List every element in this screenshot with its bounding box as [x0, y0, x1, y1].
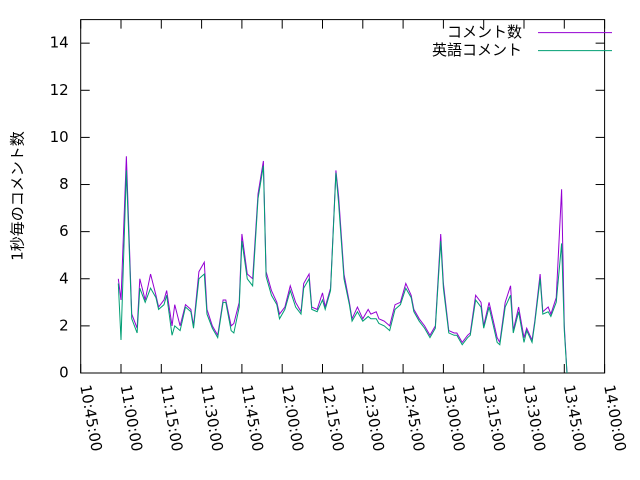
x-tick-label: 12:30:00	[358, 383, 387, 452]
legend-label: コメント数	[447, 23, 522, 41]
y-axis-label: 1秒毎のコメント数	[9, 131, 27, 261]
plot-frame	[80, 19, 606, 374]
x-tick-label: 12:45:00	[399, 383, 428, 452]
y-tick-label: 12	[50, 81, 69, 99]
y-tick-label: 14	[50, 34, 69, 52]
x-tick-label: 11:00:00	[117, 383, 146, 452]
legend-label: 英語コメント	[432, 41, 522, 59]
series-line	[117, 165, 568, 374]
x-tick-label: 13:45:00	[560, 383, 589, 452]
y-tick-label: 4	[59, 269, 69, 287]
x-tick-label: 13:00:00	[439, 383, 468, 452]
x-tick-label: 10:45:00	[76, 383, 105, 452]
y-tick-label: 10	[50, 128, 69, 146]
x-tick-label: 13:15:00	[479, 383, 508, 452]
x-tick-label: 14:00:00	[600, 383, 629, 452]
y-tick-label: 6	[59, 222, 69, 240]
y-tick-label: 2	[59, 316, 69, 334]
x-tick-label: 11:15:00	[157, 383, 186, 452]
x-tick-label: 12:00:00	[278, 383, 307, 452]
x-tick-label: 11:30:00	[197, 383, 226, 452]
y-tick-label: 0	[59, 364, 69, 382]
x-tick-label: 13:30:00	[520, 383, 549, 452]
x-tick-label: 12:15:00	[318, 383, 347, 452]
x-tick-label: 11:45:00	[238, 383, 267, 452]
y-tick-label: 8	[59, 175, 69, 193]
